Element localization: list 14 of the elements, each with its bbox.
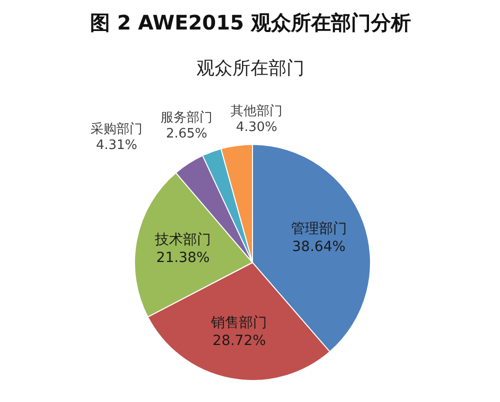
data-label: 28.72% bbox=[212, 333, 266, 350]
data-label: 4.30% bbox=[236, 120, 278, 136]
slice-label: 技术部门 bbox=[154, 232, 211, 248]
slice-label: 服务部门 bbox=[160, 109, 213, 126]
slice-label: 销售部门 bbox=[210, 315, 268, 332]
slice-label: 其他部门 bbox=[230, 103, 283, 120]
data-label: 4.31% bbox=[96, 138, 138, 153]
chart-title: 图 2 AWE2015 观众所在部门分析 bbox=[90, 10, 411, 34]
data-label: 38.64% bbox=[292, 238, 346, 255]
data-label: 2.65% bbox=[166, 126, 208, 142]
chart-subtitle: 观众所在部门 bbox=[196, 58, 304, 79]
slice-label: 管理部门 bbox=[290, 220, 347, 237]
slice-label: 采购部门 bbox=[90, 120, 143, 137]
data-label: 21.38% bbox=[156, 250, 210, 266]
